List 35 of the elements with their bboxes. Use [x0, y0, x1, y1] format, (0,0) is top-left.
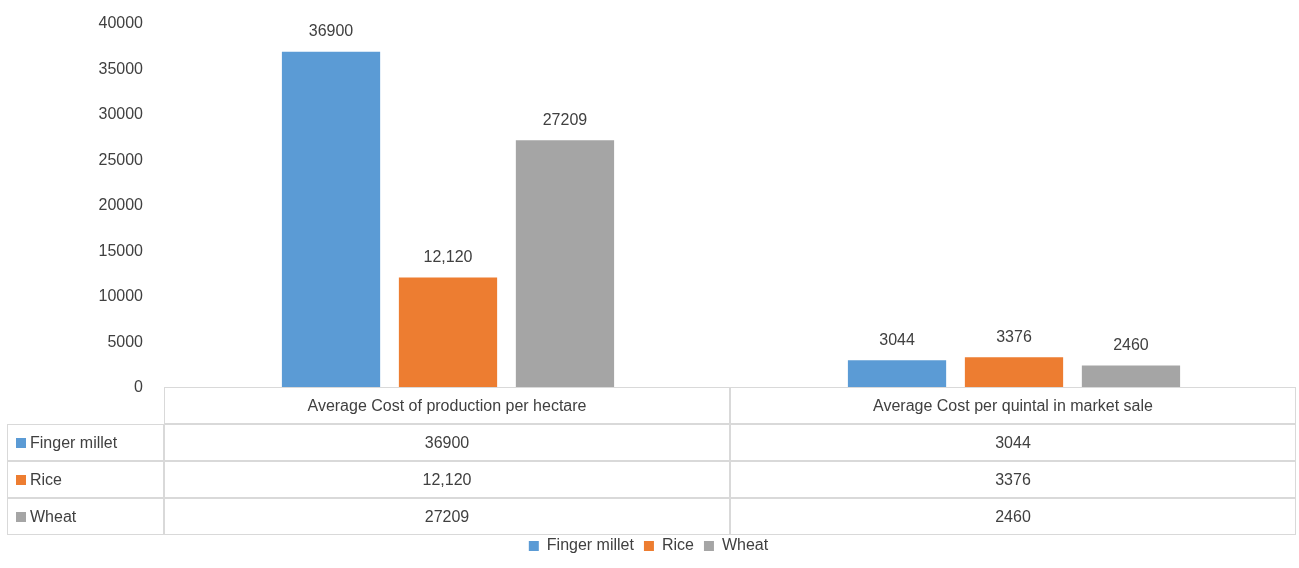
text: 27209 — [542, 110, 588, 128]
y-tick-label: 30000 — [98, 105, 144, 123]
text: Finger millet — [30, 433, 118, 451]
y-tick-label: 15000 — [98, 241, 144, 259]
data-label: 2460 — [730, 498, 1296, 535]
y-tick-label: 40000 — [98, 14, 144, 32]
y-tick-label: 10000 — [98, 287, 144, 305]
bar — [515, 140, 615, 388]
data-label: 3376 — [730, 461, 1296, 498]
bar — [281, 51, 381, 388]
x-tick-label: Average Cost per quintal in market sale — [730, 387, 1296, 424]
text: 3376 — [996, 327, 1032, 345]
y-tick-label: 35000 — [98, 59, 144, 77]
bar — [1081, 365, 1181, 388]
y-tick-label: 0 — [134, 378, 144, 396]
text: 36900 — [308, 22, 354, 40]
y-tick-label: 5000 — [107, 332, 144, 350]
data-label: 27209 — [164, 498, 730, 535]
legend-label: Rice — [661, 536, 695, 554]
text: 12,120 — [423, 247, 473, 265]
text: 2460 — [1113, 336, 1149, 353]
data-label: 3044 — [730, 424, 1296, 461]
bar — [964, 357, 1064, 388]
legend-label: Finger millet — [546, 536, 635, 554]
text: Wheat — [30, 507, 77, 525]
text: Rice — [30, 470, 63, 488]
bar — [398, 277, 498, 388]
y-tick-label: 20000 — [98, 196, 144, 214]
text: 3044 — [879, 330, 915, 348]
data-label: 12,120 — [164, 461, 730, 498]
y-tick-label: 25000 — [98, 150, 144, 168]
legend-label: Wheat — [721, 536, 769, 554]
data-label: 36900 — [164, 424, 730, 461]
bar — [847, 360, 947, 388]
x-tick-label: Average Cost of production per hectare — [164, 387, 730, 424]
